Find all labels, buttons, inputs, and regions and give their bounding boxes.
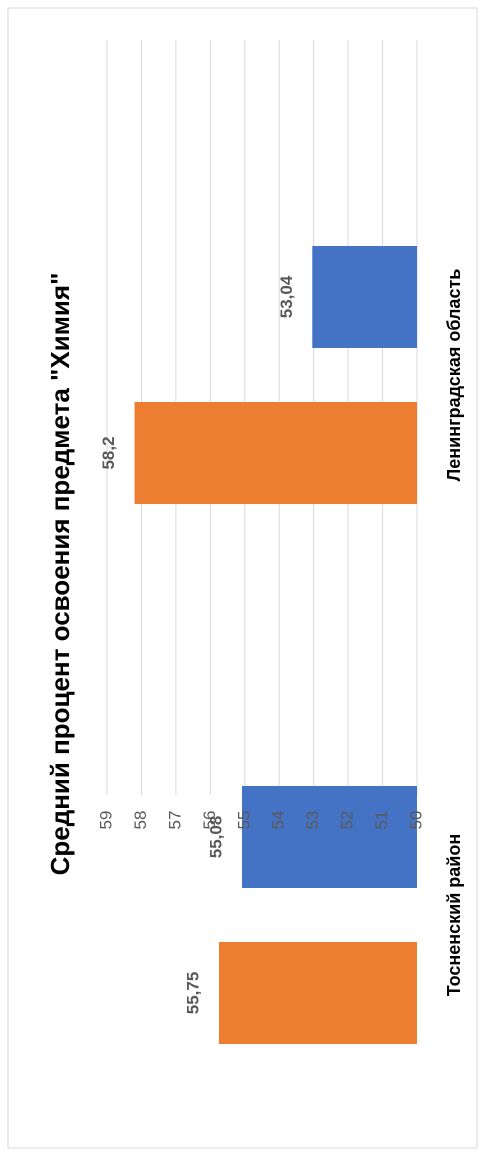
tick-label: 56 xyxy=(200,811,219,830)
tick-label: 53 xyxy=(303,811,322,830)
chart-title: Средний процент освоения предмета "Химия… xyxy=(45,273,75,876)
tick-label: 54 xyxy=(269,811,288,830)
tick-labels: 50 51 52 53 54 55 56 57 58 59 xyxy=(96,811,425,830)
data-label: 58,2 xyxy=(99,436,118,469)
bar xyxy=(134,402,418,504)
data-label: 55,75 xyxy=(183,972,202,1015)
category-label: Тосненский район xyxy=(444,834,464,996)
data-labels: 55,08 53,04 55,75 58,2 xyxy=(99,275,296,1014)
tick-label: 58 xyxy=(131,811,150,830)
tick-label: 51 xyxy=(372,811,391,830)
bar xyxy=(312,246,417,348)
tick-label: 52 xyxy=(338,811,357,830)
data-label: 55,08 xyxy=(207,816,226,859)
category-label: Ленинградская область xyxy=(444,269,464,482)
tick-label: 59 xyxy=(96,811,115,830)
tick-label: 55 xyxy=(234,811,253,830)
data-label: 53,04 xyxy=(277,275,296,318)
tick-label: 50 xyxy=(406,811,425,830)
bar xyxy=(242,786,417,888)
tick-label: 57 xyxy=(165,811,184,830)
bars xyxy=(134,246,418,1044)
bar xyxy=(218,942,417,1044)
category-labels: Тосненский район Ленинградская область xyxy=(444,269,464,997)
